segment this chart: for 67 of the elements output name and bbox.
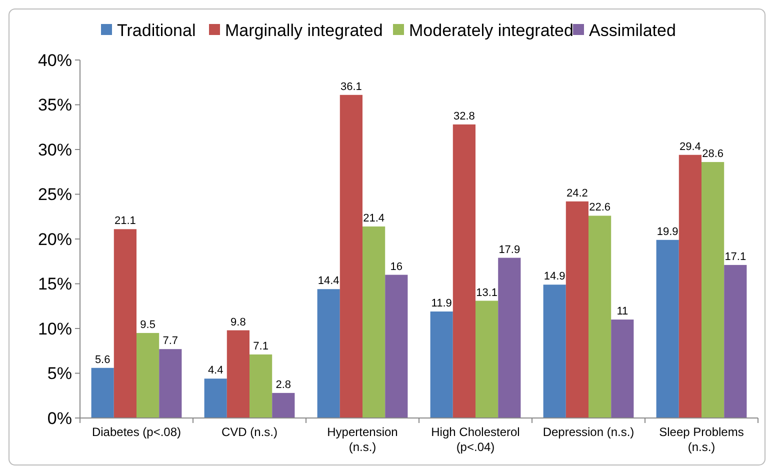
data-label: 16 <box>390 260 403 273</box>
data-label: 9.5 <box>140 318 156 331</box>
bar <box>226 330 250 418</box>
bar <box>91 368 114 418</box>
y-tick-label: 30% <box>38 140 72 160</box>
bar <box>452 124 476 418</box>
x-tick-label: Hypertension (n.s.) <box>327 425 398 454</box>
y-tick-label: 0% <box>47 408 72 428</box>
data-label: 36.1 <box>340 80 362 93</box>
bar <box>678 154 702 418</box>
data-label: 24.2 <box>566 187 588 200</box>
bar <box>204 378 227 418</box>
data-label: 11 <box>616 306 628 318</box>
legend-label: Traditional <box>117 20 196 40</box>
bar <box>476 300 498 418</box>
y-tick-label: 10% <box>38 319 72 338</box>
y-tick-label: 15% <box>38 274 72 294</box>
y-tick-label: 25% <box>38 185 72 204</box>
y-tick-label: 40% <box>38 50 72 70</box>
data-label: 21.1 <box>114 215 136 228</box>
data-label: 17.1 <box>724 250 746 263</box>
bar <box>317 289 340 418</box>
bar <box>430 311 453 418</box>
data-label: 4.4 <box>208 364 224 377</box>
bar <box>340 94 362 418</box>
data-label: 5.6 <box>94 354 110 366</box>
bar <box>611 320 634 418</box>
legend-label: Marginally integrated <box>225 20 383 40</box>
x-tick-label: Depression (n.s.) <box>542 425 634 439</box>
data-label: 11.9 <box>431 297 452 310</box>
bar <box>566 201 588 418</box>
data-label: 14.9 <box>544 270 566 283</box>
y-tick-label: 20% <box>38 230 72 249</box>
bar <box>702 162 724 418</box>
data-label: 29.4 <box>679 140 701 153</box>
data-label: 22.6 <box>589 202 611 214</box>
bar <box>656 240 679 418</box>
data-label: 13.1 <box>476 286 498 299</box>
data-label: 14.4 <box>318 275 340 288</box>
data-label: 32.8 <box>453 110 475 122</box>
bar <box>588 216 612 418</box>
data-label: 9.8 <box>230 316 246 328</box>
legend-label: Assimilated <box>589 20 676 40</box>
data-label: 28.6 <box>702 148 724 160</box>
data-label: 19.9 <box>656 226 678 238</box>
y-tick-label: 5% <box>47 364 72 384</box>
bar <box>385 274 408 418</box>
data-label: 17.9 <box>498 244 520 256</box>
y-tick-label: 35% <box>38 96 72 115</box>
data-label: 2.8 <box>276 378 292 391</box>
x-tick-label: Sleep Problems (n.s.) <box>659 425 744 454</box>
bar <box>136 332 160 418</box>
bar <box>159 349 182 418</box>
bar <box>114 229 136 418</box>
data-label: 21.4 <box>363 212 385 224</box>
bar <box>362 226 386 418</box>
bar <box>250 354 272 418</box>
bar <box>724 264 747 418</box>
bar <box>498 258 521 418</box>
x-tick-label: High Cholesterol (p<.04) <box>431 425 520 454</box>
bar <box>272 392 295 418</box>
x-tick-label: CVD (n.s.) <box>221 425 278 439</box>
data-label: 7.7 <box>162 335 178 348</box>
x-tick-label: Diabetes (p<.08) <box>92 425 182 439</box>
bar <box>543 284 566 418</box>
legend-label: Moderately integrated <box>409 20 574 40</box>
data-label: 7.1 <box>253 340 268 352</box>
